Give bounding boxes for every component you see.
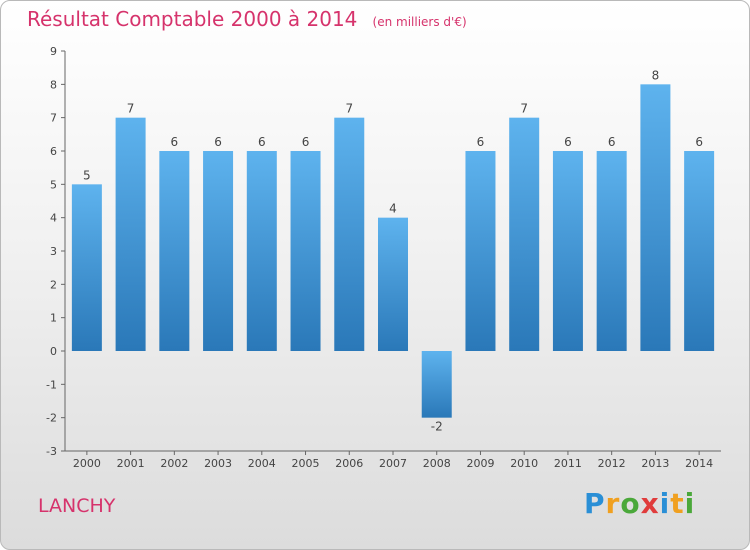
bar bbox=[71, 184, 102, 351]
brand-letter: i bbox=[684, 487, 696, 520]
commune-name: LANCHY bbox=[38, 495, 116, 517]
data-label: 7 bbox=[520, 102, 528, 116]
data-label: 6 bbox=[608, 135, 616, 149]
y-tick-label: 0 bbox=[50, 345, 57, 358]
chart-subtitle: (en milliers d'€) bbox=[372, 15, 467, 29]
data-label: 6 bbox=[171, 135, 179, 149]
brand-letter: t bbox=[670, 487, 685, 520]
y-tick-label: 2 bbox=[50, 278, 57, 291]
x-tick-label: 2003 bbox=[204, 457, 232, 470]
bar bbox=[334, 117, 365, 352]
x-tick-label: 2005 bbox=[292, 457, 320, 470]
y-tick-label: 5 bbox=[50, 178, 57, 191]
bar bbox=[596, 151, 627, 351]
brand-letter: x bbox=[640, 487, 660, 520]
x-tick-label: 2004 bbox=[248, 457, 276, 470]
bar bbox=[640, 84, 671, 351]
brand-letter: o bbox=[620, 487, 641, 520]
y-tick-label: 7 bbox=[50, 112, 57, 125]
x-tick-label: 2014 bbox=[685, 457, 713, 470]
x-tick-label: 2002 bbox=[160, 457, 188, 470]
bar bbox=[115, 117, 146, 352]
y-tick-label: 9 bbox=[50, 45, 57, 58]
data-label: 4 bbox=[389, 202, 397, 216]
data-label: 6 bbox=[564, 135, 572, 149]
data-label: 6 bbox=[695, 135, 703, 149]
y-tick-label: 4 bbox=[50, 212, 57, 225]
y-tick-label: 6 bbox=[50, 145, 57, 158]
data-label: 6 bbox=[258, 135, 266, 149]
bar bbox=[465, 151, 496, 351]
bar bbox=[159, 151, 190, 351]
x-tick-label: 2012 bbox=[598, 457, 626, 470]
x-tick-label: 2000 bbox=[73, 457, 101, 470]
title-row: Résultat Comptable 2000 à 2014 (en milli… bbox=[27, 7, 467, 31]
data-label: 6 bbox=[302, 135, 310, 149]
data-label: 8 bbox=[652, 68, 660, 82]
data-label: 7 bbox=[345, 102, 353, 116]
data-label: 6 bbox=[214, 135, 222, 149]
x-tick-label: 2007 bbox=[379, 457, 407, 470]
brand-letter: i bbox=[659, 487, 671, 520]
y-tick-label: -3 bbox=[46, 445, 57, 458]
bar bbox=[421, 351, 452, 418]
bar bbox=[246, 151, 277, 351]
bar bbox=[684, 151, 715, 351]
bar bbox=[203, 151, 234, 351]
chart-title: Résultat Comptable 2000 à 2014 bbox=[27, 7, 358, 31]
bar bbox=[509, 117, 540, 352]
x-tick-label: 2009 bbox=[466, 457, 494, 470]
bar bbox=[290, 151, 321, 351]
x-tick-label: 2006 bbox=[335, 457, 363, 470]
bar bbox=[552, 151, 583, 351]
bar bbox=[378, 217, 408, 351]
x-tick-label: 2011 bbox=[554, 457, 582, 470]
x-tick-label: 2001 bbox=[117, 457, 145, 470]
data-label: 7 bbox=[127, 102, 135, 116]
y-tick-label: 3 bbox=[50, 245, 57, 258]
y-tick-label: 1 bbox=[50, 312, 57, 325]
brand-letter: r bbox=[605, 487, 621, 520]
brand-letter: P bbox=[584, 487, 606, 520]
data-label: -2 bbox=[431, 420, 443, 434]
x-tick-label: 2013 bbox=[641, 457, 669, 470]
y-tick-label: 8 bbox=[50, 78, 57, 91]
x-tick-label: 2008 bbox=[423, 457, 451, 470]
proxiti-logo: Proxiti bbox=[584, 487, 695, 520]
data-label: 6 bbox=[477, 135, 485, 149]
x-tick-label: 2010 bbox=[510, 457, 538, 470]
data-label: 5 bbox=[83, 168, 91, 182]
y-tick-label: -1 bbox=[46, 378, 57, 391]
y-tick-label: -2 bbox=[46, 412, 57, 425]
